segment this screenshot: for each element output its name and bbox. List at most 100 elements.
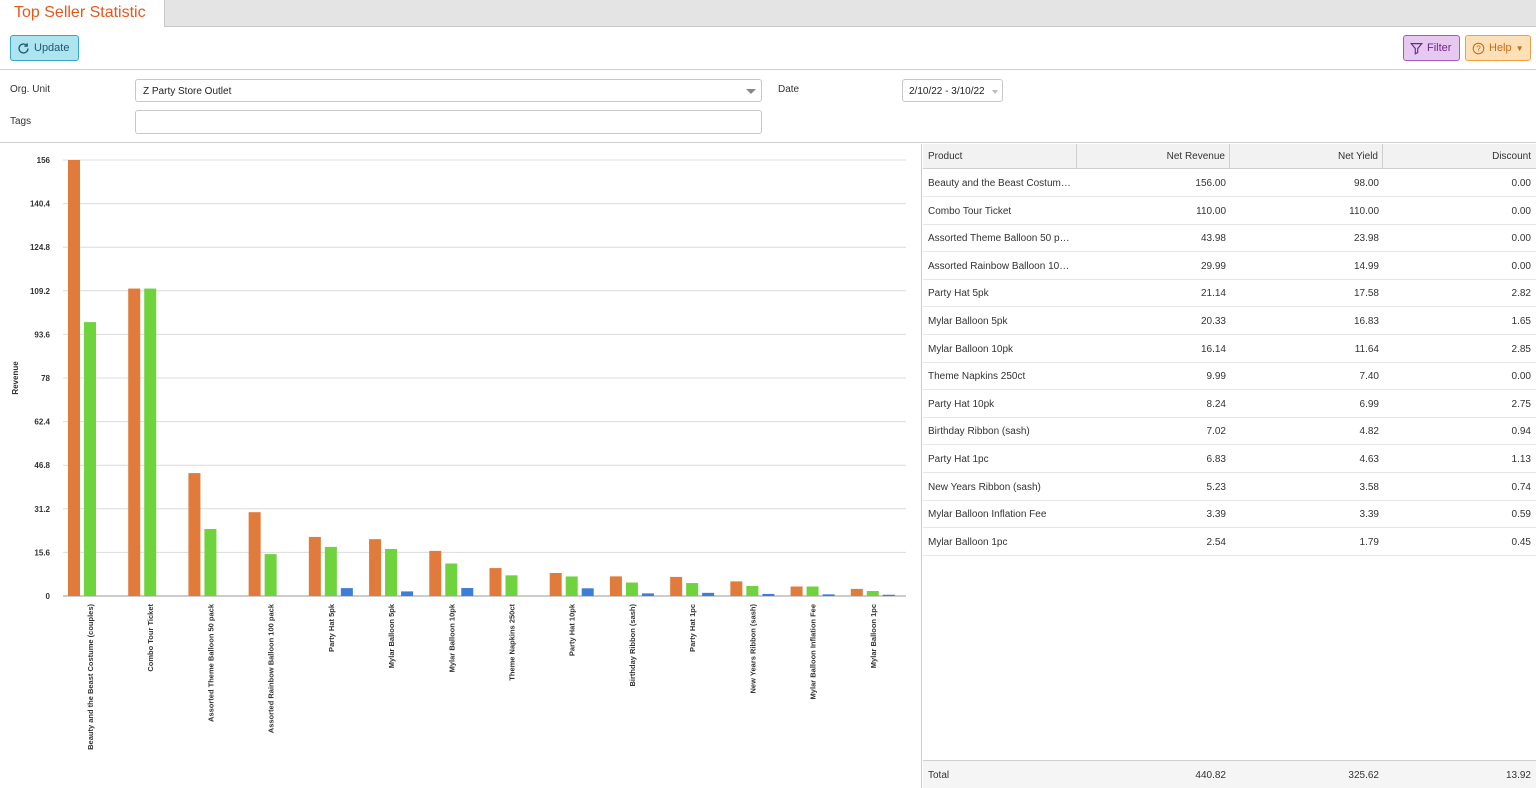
y-tick-label: 156 (37, 156, 51, 165)
org-unit-label: Org. Unit (10, 84, 51, 95)
cell-discount: 0.45 (1511, 536, 1531, 548)
org-unit-select[interactable]: Z Party Store Outlet (135, 79, 762, 102)
cell-discount: 2.75 (1511, 398, 1531, 410)
revenue-bar (730, 581, 743, 596)
yield-bar (385, 548, 398, 596)
cell-discount: 0.74 (1511, 481, 1531, 493)
revenue-bar (549, 572, 562, 596)
table-row[interactable]: Beauty and the Beast Costume (couples) 15… (923, 169, 1536, 197)
yield-bar (565, 576, 578, 596)
revenue-bar (790, 586, 803, 596)
table-row[interactable]: Assorted Theme Balloon 50 pack 43.98 23.98… (923, 224, 1536, 253)
cell-discount: 0.59 (1511, 509, 1531, 521)
table-row[interactable]: Assorted Rainbow Balloon 100 pack 29.99 14… (923, 252, 1536, 280)
y-tick-label: 140.4 (30, 200, 51, 209)
cell-net-yield: 16.83 (1353, 316, 1379, 327)
filter-label: Filter (1427, 42, 1452, 54)
table-row[interactable]: Theme Napkins 250ct 9.99 7.40 0.00 (923, 362, 1536, 391)
cell-net-revenue: 9.99 (1206, 371, 1226, 383)
yield-bar (625, 582, 638, 596)
x-tick-label: Assorted Rainbow Balloon 100 pack (267, 603, 276, 733)
tags-label: Tags (10, 116, 32, 127)
table-row[interactable]: Combo Tour Ticket 110.00 110.00 0.00 (923, 197, 1536, 225)
cell-discount: 1.65 (1511, 316, 1531, 327)
top-seller-table: Product Net Revenue Net Yield Discount B… (923, 144, 1536, 788)
cell-net-revenue: 6.83 (1206, 454, 1226, 465)
filter-form: Org. Unit Z Party Store Outlet Date 2/10… (0, 70, 1536, 143)
discount-bar (641, 593, 654, 596)
cell-discount: 0.00 (1511, 205, 1531, 217)
revenue-bar (670, 576, 683, 596)
x-tick-label: Party Hat 10pk (568, 603, 577, 656)
x-tick-label: Party Hat 1pc (688, 604, 697, 652)
date-range-select[interactable]: 2/10/22 - 3/10/22 (902, 79, 1003, 102)
cell-product: New Years Ribbon (sash) (928, 481, 1041, 493)
cell-net-yield: 11.64 (1354, 343, 1379, 355)
refresh-icon (18, 42, 29, 54)
x-tick-label: Theme Napkins 250ct (508, 604, 517, 681)
table-row[interactable]: Mylar Balloon 5pk 20.33 16.83 1.65 (923, 307, 1536, 335)
cell-net-yield: 98.00 (1353, 178, 1379, 189)
cell-net-yield: 110.00 (1349, 205, 1379, 217)
yield-bar (264, 554, 277, 596)
tab-top-seller-statistic[interactable]: Top Seller Statistic (0, 0, 165, 27)
table-row[interactable]: Birthday Ribbon (sash) 7.02 4.82 0.94 (923, 417, 1536, 446)
help-button[interactable]: ? Help ▼ (1465, 35, 1531, 61)
revenue-bar (68, 160, 80, 596)
column-header-net-revenue[interactable]: Net Revenue (1077, 144, 1230, 169)
update-label: Update (34, 42, 70, 54)
filter-button[interactable]: Filter (1403, 35, 1460, 61)
y-tick-label: 124.8 (30, 243, 51, 252)
table-row[interactable]: Mylar Balloon 1pc 2.54 1.79 0.45 (923, 528, 1536, 556)
table-header: Product Net Revenue Net Yield Discount (923, 144, 1536, 169)
table-row[interactable]: Party Hat 5pk 21.14 17.58 2.82 (923, 279, 1536, 308)
column-header-net-yield[interactable]: Net Yield (1230, 144, 1383, 169)
cell-net-revenue: 8.24 (1206, 398, 1226, 410)
cell-discount: 2.82 (1511, 288, 1531, 300)
y-tick-label: 109.2 (30, 287, 51, 296)
x-tick-label: Combo Tour Ticket (146, 604, 155, 672)
y-tick-label: 15.6 (34, 548, 50, 557)
yield-bar (204, 528, 217, 596)
update-button[interactable]: Update (10, 35, 79, 61)
discount-bar (882, 594, 895, 596)
discount-bar (461, 588, 474, 596)
cell-product: Mylar Balloon Inflation Fee (928, 509, 1047, 521)
column-header-product[interactable]: Product (923, 144, 1077, 169)
x-tick-label: Birthday Ribbon (sash) (628, 604, 637, 687)
cell-net-yield: 14.99 (1353, 260, 1379, 272)
cell-net-revenue: 7.02 (1206, 426, 1226, 438)
tab-bar: Top Seller Statistic (0, 0, 1536, 27)
cell-net-revenue: 3.39 (1206, 509, 1226, 521)
x-tick-label: Beauty and the Beast Costume (couples) (86, 604, 95, 750)
yield-bar (866, 590, 879, 596)
cell-discount: 0.00 (1511, 233, 1531, 245)
column-header-discount[interactable]: Discount (1492, 151, 1531, 162)
total-net-revenue: 440.82 (1195, 770, 1226, 781)
table-row[interactable]: Party Hat 1pc 6.83 4.63 1.13 (923, 445, 1536, 473)
discount-bar (340, 588, 353, 596)
x-tick-label: Mylar Balloon 10pk (447, 603, 456, 672)
tags-input[interactable] (135, 110, 762, 134)
table-row[interactable]: New Years Ribbon (sash) 5.23 3.58 0.74 (923, 473, 1536, 501)
cell-net-revenue: 21.14 (1200, 288, 1226, 300)
cell-net-yield: 6.99 (1359, 398, 1379, 410)
table-row[interactable]: Mylar Balloon 10pk 16.14 11.64 2.85 (923, 335, 1536, 363)
cell-product: Beauty and the Beast Costume (couples) (928, 178, 1073, 189)
table-row[interactable]: Mylar Balloon Inflation Fee 3.39 3.39 0.59 (923, 500, 1536, 529)
yield-bar (144, 288, 157, 596)
cell-product: Mylar Balloon 10pk (928, 343, 1014, 355)
cell-product: Mylar Balloon 5pk (928, 316, 1008, 327)
date-value: 2/10/22 - 3/10/22 (909, 86, 985, 97)
x-tick-label: Party Hat 5pk (327, 603, 336, 652)
cell-discount: 0.00 (1511, 260, 1531, 272)
cell-net-revenue: 29.99 (1200, 260, 1226, 272)
table-row[interactable]: Party Hat 10pk 8.24 6.99 2.75 (923, 390, 1536, 418)
cell-product: Assorted Rainbow Balloon 100 pack (928, 260, 1073, 272)
y-tick-label: 46.8 (34, 461, 50, 470)
cell-net-yield: 23.98 (1353, 233, 1379, 245)
discount-bar (581, 588, 594, 596)
revenue-bar (188, 473, 201, 596)
cell-product: Party Hat 5pk (928, 288, 989, 300)
cell-net-revenue: 110.00 (1196, 205, 1226, 217)
